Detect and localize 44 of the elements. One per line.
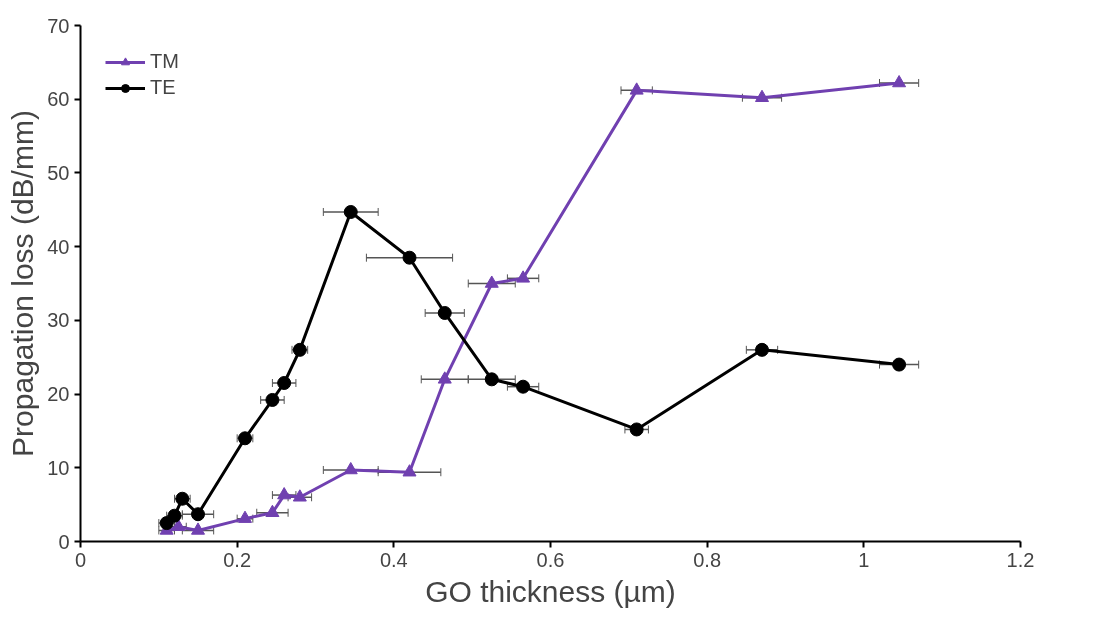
legend-label: TE [150, 76, 176, 99]
y-tick-label: 60 [47, 88, 70, 111]
x-axis-title: GO thickness (µm) [425, 574, 676, 608]
point [277, 487, 292, 500]
y-tick-label: 40 [47, 235, 70, 258]
point [292, 489, 307, 502]
point [892, 357, 907, 372]
point [484, 372, 499, 387]
y-tick-label: 10 [47, 456, 70, 479]
point [402, 250, 417, 265]
x-tick-label: 0.8 [693, 548, 722, 571]
point [484, 275, 499, 288]
point [437, 371, 452, 384]
y-axis-title: Propagation loss (dB/mm) [6, 110, 40, 457]
point [265, 392, 280, 407]
point [755, 342, 769, 357]
point [755, 89, 769, 102]
x-tick-label: 0.4 [379, 548, 408, 571]
point [171, 518, 186, 532]
point [437, 306, 452, 320]
y-tick-label: 30 [47, 309, 70, 332]
point [343, 205, 358, 219]
x-tick-label: 0.6 [536, 548, 565, 571]
point [629, 422, 644, 437]
point [892, 74, 907, 88]
point [191, 522, 205, 535]
x-tick-label: 0.2 [223, 548, 252, 571]
point [265, 504, 280, 517]
x-tick-label: 1.2 [1006, 548, 1035, 571]
point [343, 461, 358, 475]
point [516, 270, 531, 283]
x-tick-label: 1 [858, 548, 870, 571]
point [516, 379, 531, 394]
y-tick-label: 20 [47, 383, 70, 406]
point [629, 82, 644, 95]
point [402, 464, 417, 477]
x-tick-label: 0 [74, 548, 87, 571]
point [191, 507, 205, 522]
y-tick-label: 50 [47, 161, 70, 184]
legend-label: TM [150, 50, 179, 73]
point [277, 376, 292, 390]
point [238, 510, 252, 523]
y-tick-label: 70 [47, 14, 70, 37]
y-tick-label: 0 [58, 530, 70, 553]
